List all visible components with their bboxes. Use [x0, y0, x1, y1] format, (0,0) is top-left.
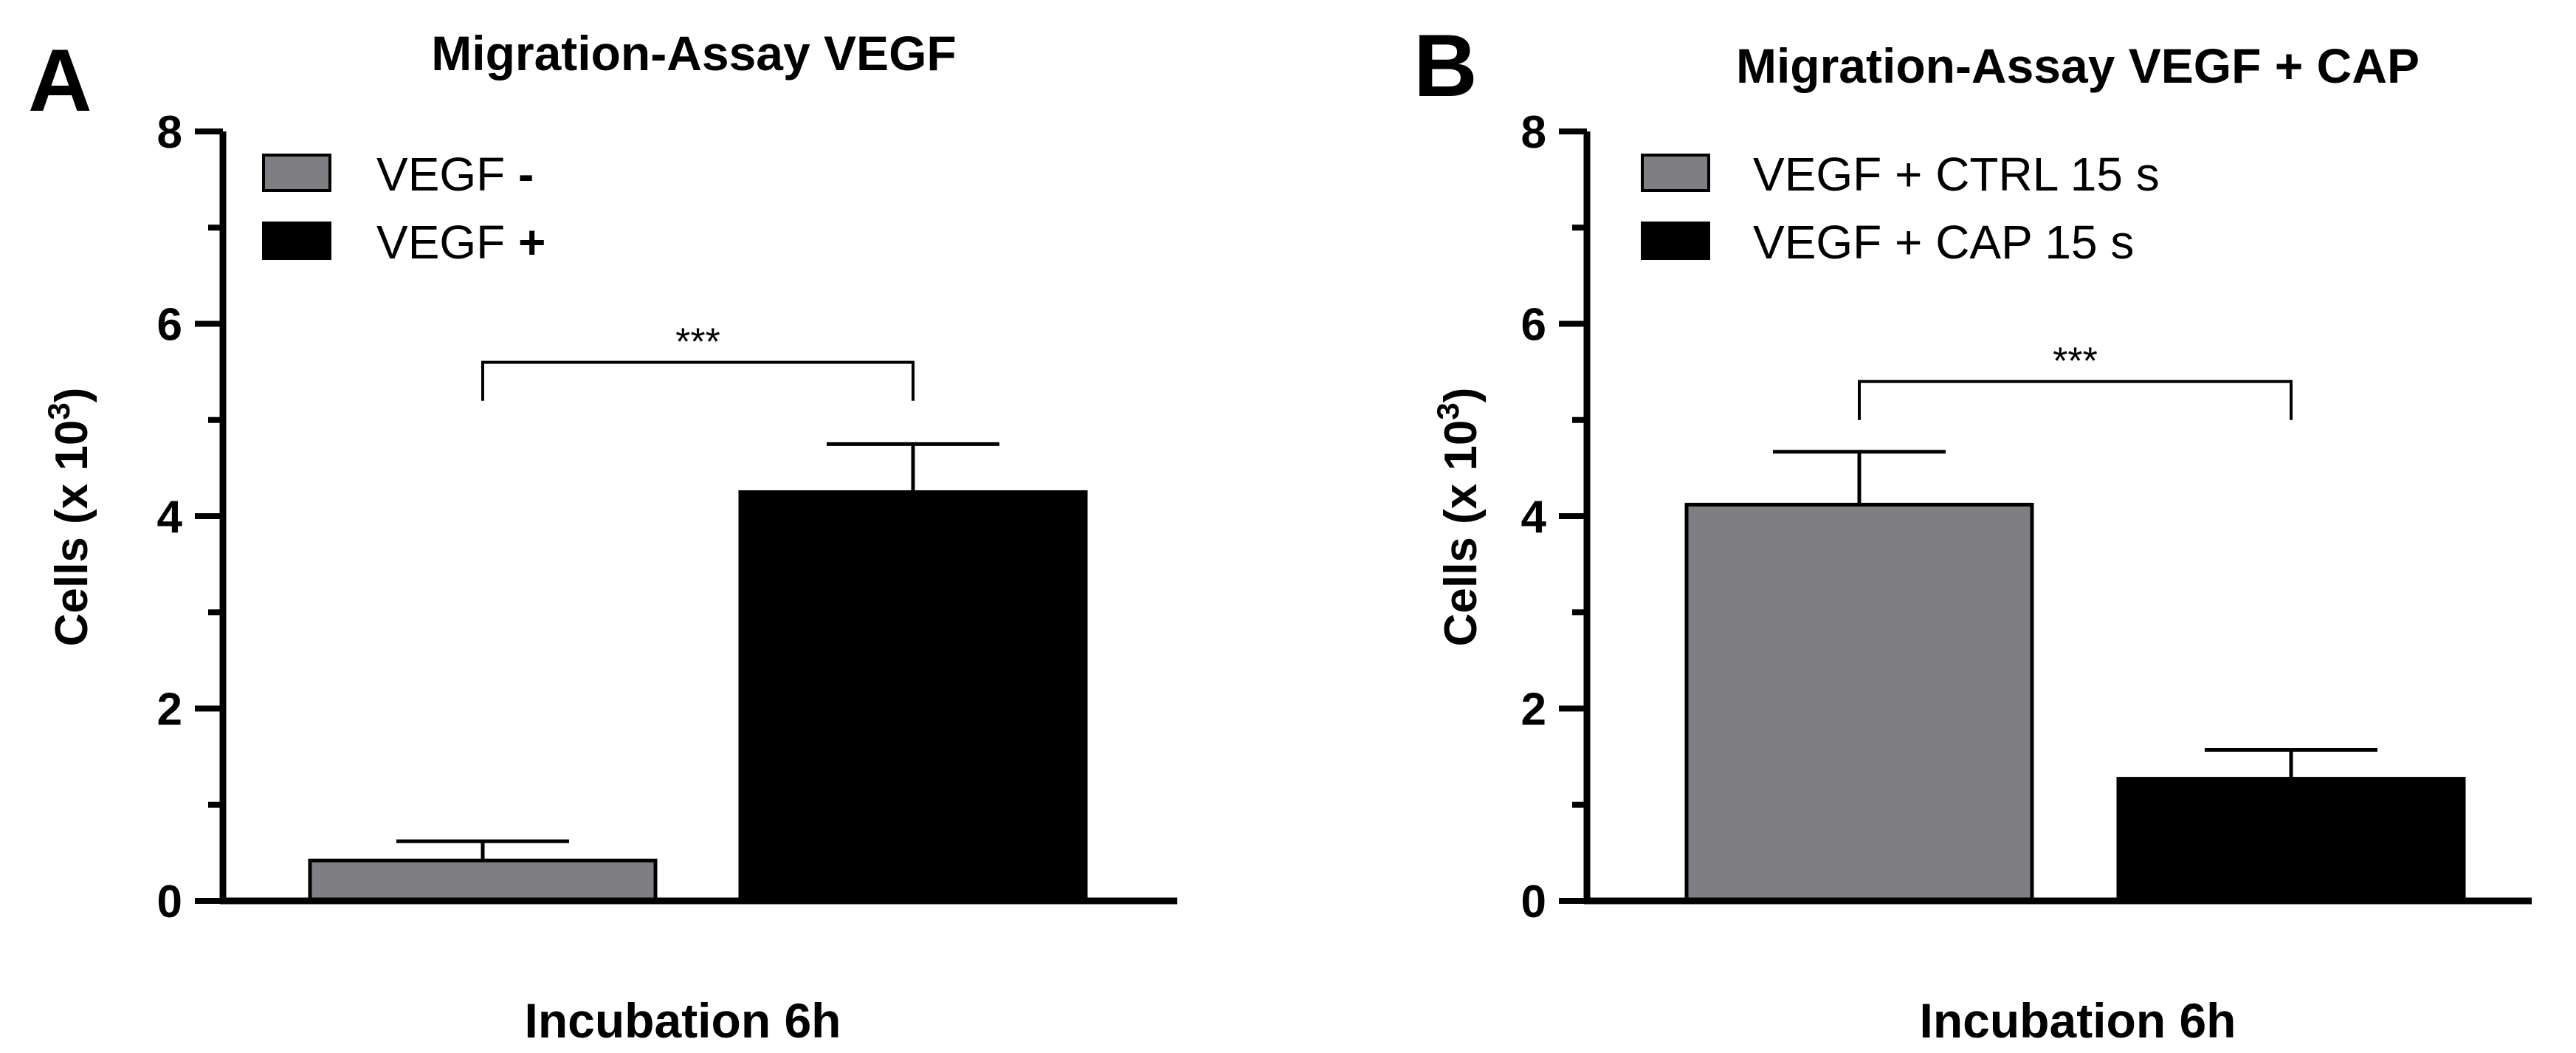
- chart-title: Migration-Assay VEGF + CAP: [1736, 38, 2420, 93]
- x-axis-label: Incubation 6h: [525, 993, 841, 1048]
- legend-label-text: VEGF: [376, 216, 518, 269]
- y-tick-label: 4: [1521, 492, 1547, 543]
- legend: VEGF - VEGF +: [262, 148, 545, 269]
- legend-label-text: VEGF + CTRL 15 s: [1753, 148, 2160, 201]
- y-axis-label-exponent: 3: [41, 402, 76, 419]
- y-tick-label: 8: [157, 107, 182, 158]
- legend-label: VEGF + CAP 15 s: [1753, 216, 2134, 269]
- y-axis-label: Cells (x 103): [1430, 388, 1487, 647]
- y-tick-label: 0: [1521, 877, 1546, 927]
- significance-label: ***: [675, 321, 720, 364]
- legend: VEGF + CTRL 15 s VEGF + CAP 15 s: [1641, 148, 2160, 269]
- legend-label: VEGF -: [376, 148, 534, 201]
- legend-swatch: [1641, 154, 1710, 192]
- y-axis-label-text: Cells (x 10: [1436, 420, 1487, 647]
- legend-label: VEGF + CTRL 15 s: [1753, 148, 2160, 201]
- significance-bracket: [481, 360, 915, 401]
- legend-swatch: [262, 154, 331, 192]
- y-axis-label-exponent: 3: [1430, 402, 1465, 419]
- y-axis-label-close: ): [1436, 388, 1487, 403]
- y-tick-label: 6: [157, 300, 182, 351]
- chart-title: Migration-Assay VEGF: [431, 26, 956, 80]
- panel-letter: A: [28, 31, 92, 130]
- significance-bracket: [1858, 380, 2293, 420]
- legend-label-text: VEGF: [376, 148, 518, 201]
- y-tick-label: 2: [157, 685, 182, 735]
- x-axis-label: Incubation 6h: [1920, 993, 2236, 1048]
- y-tick-label: 8: [1521, 107, 1546, 158]
- bar: [1684, 502, 2034, 903]
- legend-label-sign: +: [518, 216, 545, 269]
- y-tick-label: 2: [1521, 685, 1546, 735]
- legend-label: VEGF +: [376, 216, 545, 269]
- panel-a: A Migration-Assay VEGF Incubation 6h Cel…: [28, 26, 1177, 1048]
- panel-b: B Migration-Assay VEGF + CAP Incubation …: [1413, 16, 2532, 1048]
- legend-swatch: [1641, 222, 1710, 260]
- legend-label-text: VEGF + CAP 15 s: [1753, 216, 2134, 269]
- y-tick-label: 4: [157, 492, 183, 543]
- bar: [308, 858, 658, 903]
- y-tick-label: 6: [1521, 300, 1546, 351]
- y-axis-label-close: ): [47, 388, 97, 403]
- bar: [2116, 777, 2466, 903]
- significance-label: ***: [2053, 340, 2098, 383]
- legend-label-sign: -: [518, 148, 534, 201]
- y-tick-label: 0: [157, 877, 182, 927]
- y-axis-label: Cells (x 103): [41, 388, 97, 647]
- y-axis-label-text: Cells (x 10: [47, 420, 97, 647]
- panel-letter: B: [1413, 16, 1478, 115]
- bar: [738, 490, 1088, 903]
- legend-swatch: [262, 222, 331, 260]
